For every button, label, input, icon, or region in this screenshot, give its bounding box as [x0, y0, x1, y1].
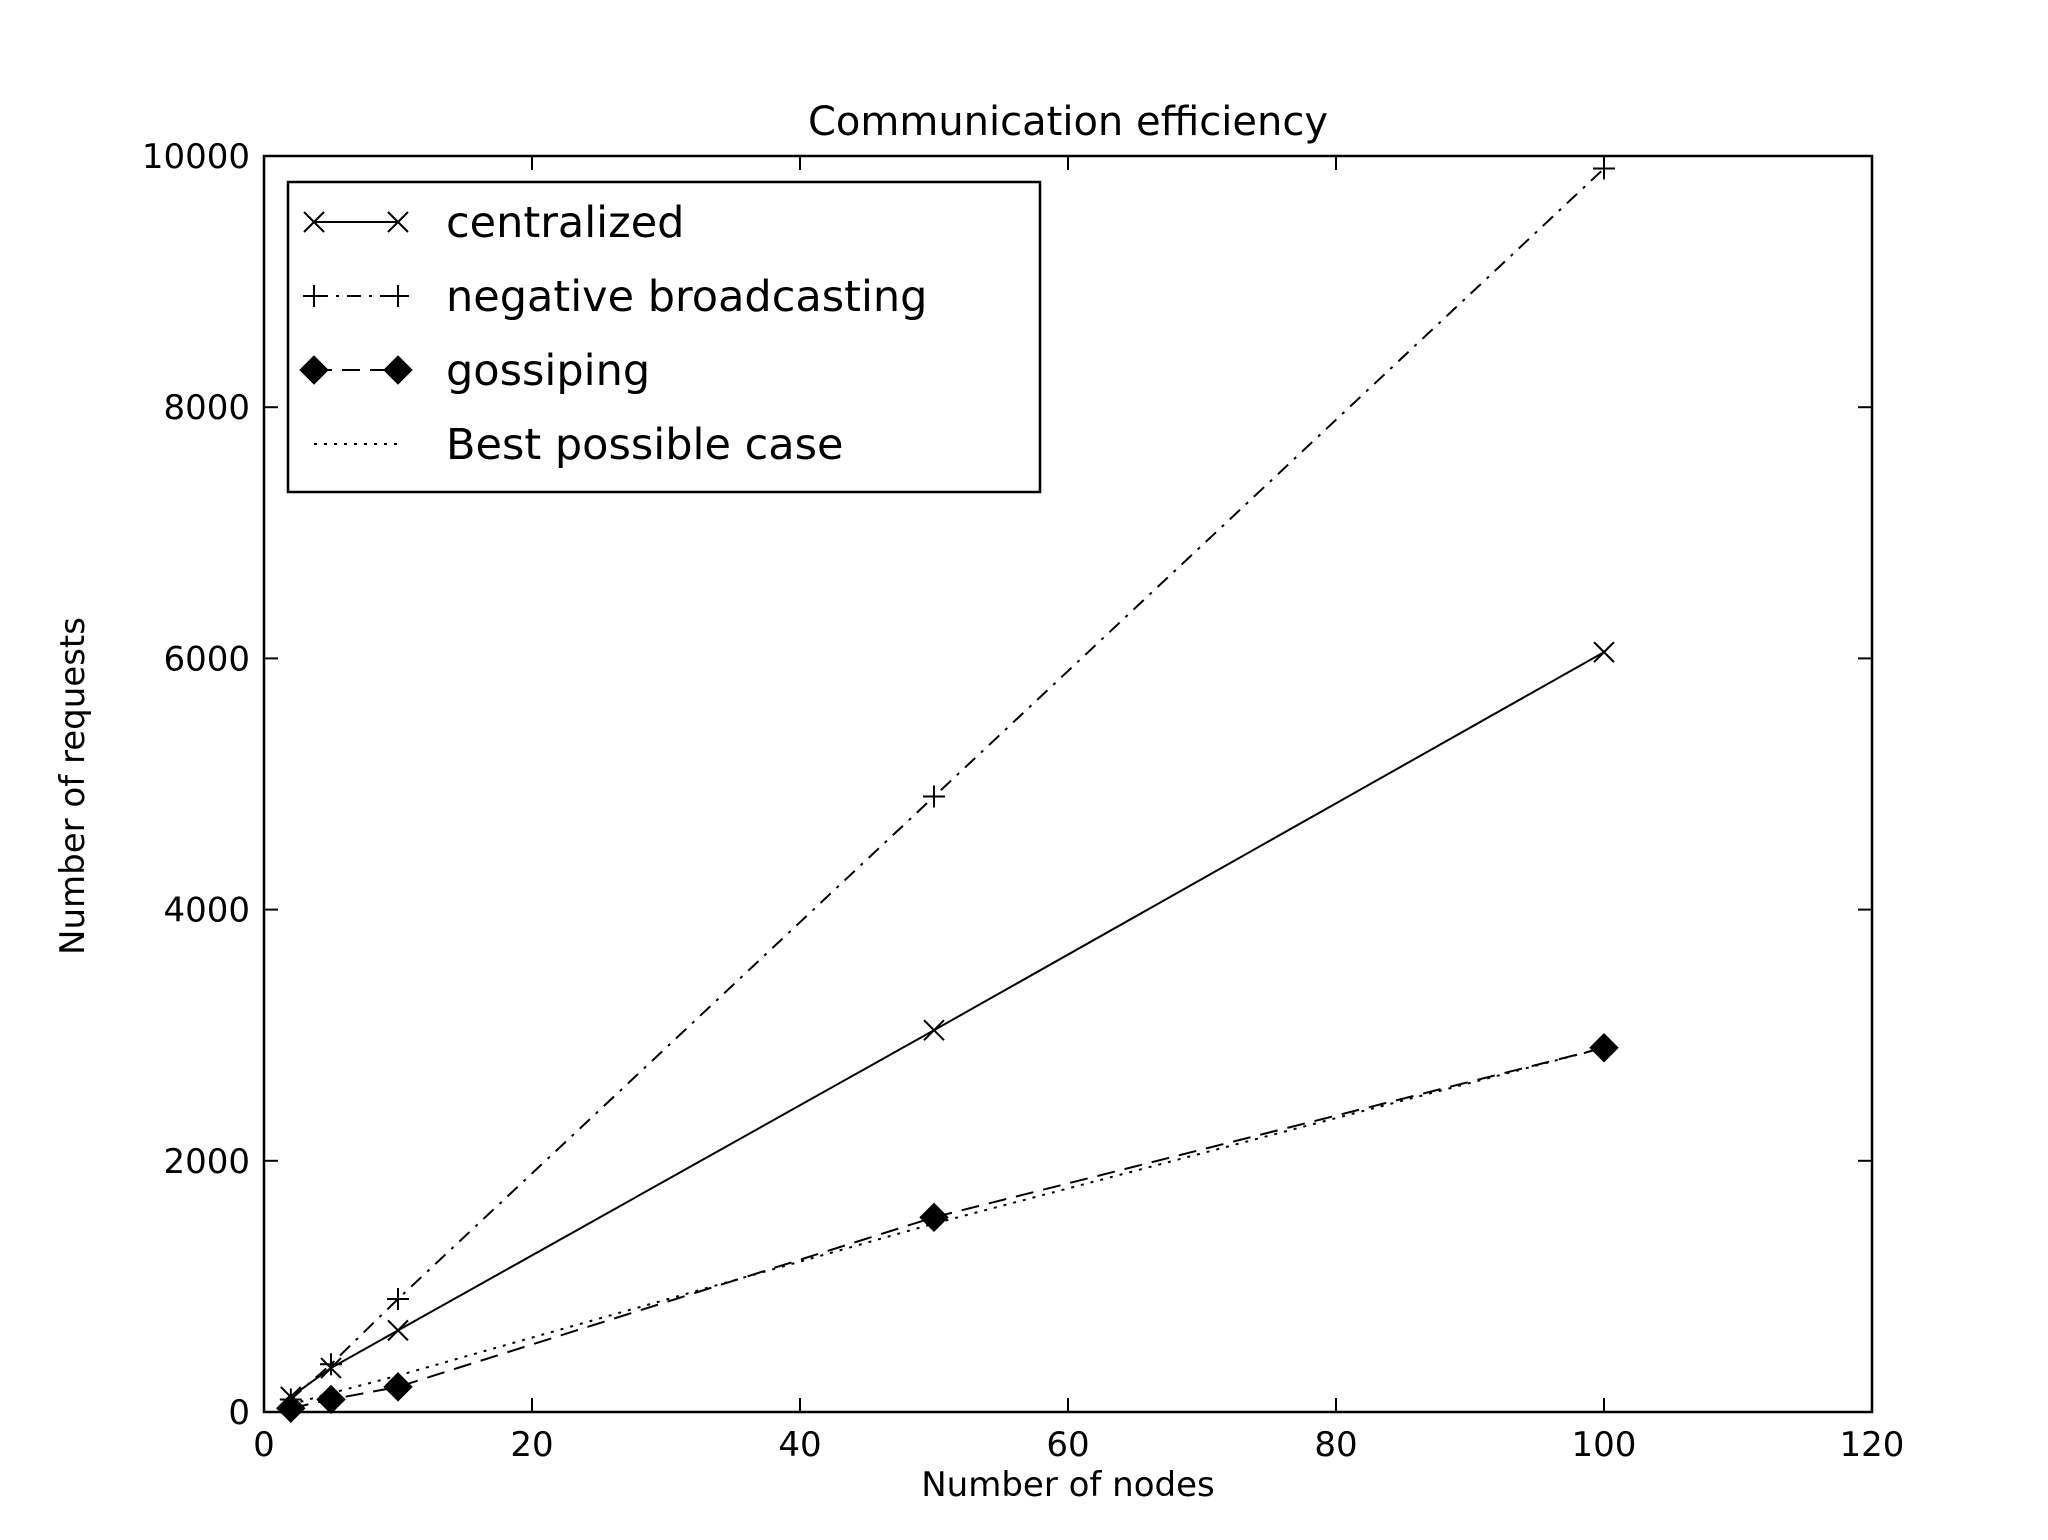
series-layer — [276, 157, 1619, 1423]
y-tick-label: 10000 — [142, 137, 250, 177]
tick-labels: 0 20 40 60 80 100 120 0 2000 4000 6000 8000 10000 — [142, 137, 1905, 1465]
series-line-centralized — [290, 651, 1605, 1398]
legend: centralized negative broadcasting gossipin… — [286, 180, 1042, 494]
legend-marker-gossiping — [299, 355, 329, 385]
series-negative-broadcasting — [279, 157, 1615, 1411]
series-line-gossiping — [290, 1046, 1605, 1410]
x-tick-label: 60 — [1046, 1425, 1089, 1465]
legend-marker-negative-broadcasting — [303, 285, 325, 307]
data-point-gossiping — [276, 1393, 306, 1423]
legend-entry-gossiping: gossiping — [299, 346, 650, 396]
y-axis-label: Number of requests — [53, 617, 93, 955]
data-point-gossiping — [919, 1202, 949, 1233]
plot-area-frame — [262, 154, 1874, 1414]
x-tick-label: 40 — [778, 1425, 821, 1465]
legend-marker-centralized — [303, 211, 325, 233]
data-point-gossiping — [383, 1372, 413, 1402]
x-tick-label: 20 — [510, 1425, 553, 1465]
x-tick-label: 100 — [1572, 1425, 1637, 1465]
data-point-negative-broadcasting — [1593, 157, 1615, 180]
data-point-centralized — [1593, 641, 1615, 663]
legend-marker-negative-broadcasting — [387, 285, 409, 307]
data-point-negative-broadcasting — [387, 1287, 409, 1310]
y-tick-label: 2000 — [163, 1142, 250, 1182]
series-centralized — [280, 641, 1615, 1408]
legend-label-negative-broadcasting: negative broadcasting — [446, 272, 927, 322]
legend-box — [286, 180, 1042, 494]
series-line-best-possible-case — [290, 1046, 1605, 1406]
x-axis-label: Number of nodes — [921, 1465, 1215, 1505]
data-point-centralized — [923, 1019, 945, 1041]
data-point-gossiping — [1589, 1033, 1619, 1063]
series-best-possible-case — [290, 1046, 1605, 1406]
legend-label-gossiping: gossiping — [446, 346, 650, 396]
data-point-negative-broadcasting — [320, 1353, 342, 1376]
legend-entry-centralized: centralized — [303, 198, 684, 248]
y-tick-label: 6000 — [163, 639, 250, 679]
series-line-negative-broadcasting — [290, 167, 1605, 1401]
legend-label-centralized: centralized — [446, 198, 684, 248]
chart-title: Communication efficiency — [808, 99, 1328, 145]
series-gossiping — [276, 1033, 1619, 1423]
data-point-negative-broadcasting — [923, 785, 945, 808]
legend-label-best-possible-case: Best possible case — [446, 420, 843, 470]
legend-entry-best-possible-case: Best possible case — [314, 420, 843, 470]
legend-marker-centralized — [387, 211, 409, 233]
legend-entry-negative-broadcasting: negative broadcasting — [303, 272, 927, 322]
y-tick-label: 4000 — [163, 891, 250, 931]
data-point-centralized — [387, 1319, 409, 1342]
data-point-gossiping — [316, 1384, 346, 1415]
x-tick-label: 120 — [1840, 1425, 1905, 1465]
y-tick-label: 8000 — [163, 388, 250, 428]
x-tick-label: 0 — [253, 1425, 275, 1465]
y-tick-label: 0 — [228, 1393, 250, 1433]
legend-marker-gossiping — [383, 355, 413, 385]
x-tick-label: 80 — [1314, 1425, 1357, 1465]
